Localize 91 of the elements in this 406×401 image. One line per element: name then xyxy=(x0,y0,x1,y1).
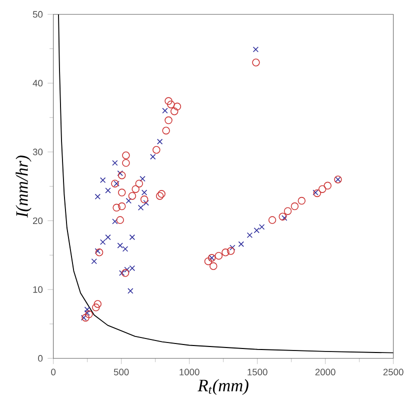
x-axis-title: R$_{t}$(mm) xyxy=(198,379,248,395)
point xyxy=(128,192,136,200)
point xyxy=(252,46,259,52)
point xyxy=(105,234,111,240)
point xyxy=(122,159,130,167)
point xyxy=(318,185,326,193)
point xyxy=(282,215,288,221)
point xyxy=(80,314,87,321)
point xyxy=(84,310,90,316)
point xyxy=(150,154,156,160)
point xyxy=(152,146,160,154)
point xyxy=(105,188,111,194)
point xyxy=(162,108,168,114)
x-tick-label: 2000 xyxy=(315,368,336,376)
point xyxy=(118,202,126,210)
point xyxy=(246,232,253,238)
point xyxy=(112,160,118,166)
y-tick-label: 20 xyxy=(33,217,43,224)
point xyxy=(112,204,120,212)
point xyxy=(94,194,101,200)
y-tick-label: 0 xyxy=(38,355,43,362)
point xyxy=(238,241,244,247)
point xyxy=(122,246,128,252)
point xyxy=(226,247,235,255)
point xyxy=(82,314,90,322)
point xyxy=(128,288,134,294)
point xyxy=(122,152,130,160)
point xyxy=(118,171,126,180)
point xyxy=(135,180,144,188)
point xyxy=(126,198,132,204)
x-tick-label: 2500 xyxy=(383,368,404,376)
point xyxy=(95,248,104,256)
point xyxy=(298,196,306,205)
y-tick-label: 10 xyxy=(33,286,43,293)
point xyxy=(164,116,172,124)
point xyxy=(156,192,164,200)
point xyxy=(117,242,123,248)
point xyxy=(140,196,148,204)
point xyxy=(324,182,332,190)
line-series xyxy=(58,14,394,354)
point xyxy=(164,97,172,105)
point xyxy=(85,310,93,318)
point xyxy=(143,200,149,206)
point xyxy=(116,216,124,224)
point xyxy=(129,234,136,240)
point xyxy=(94,248,101,254)
point xyxy=(119,270,125,276)
point xyxy=(91,258,97,264)
point xyxy=(138,204,144,211)
point xyxy=(114,180,120,186)
point xyxy=(156,138,163,144)
point xyxy=(210,262,218,270)
point xyxy=(121,269,130,277)
point xyxy=(173,102,182,110)
point xyxy=(92,304,100,312)
point xyxy=(167,100,175,108)
point xyxy=(140,176,146,182)
point xyxy=(278,212,286,220)
point xyxy=(258,224,265,230)
point xyxy=(84,306,90,312)
x-tick-label: 1500 xyxy=(248,368,268,376)
y-tick-label: 30 xyxy=(32,148,43,156)
point xyxy=(94,300,102,308)
point xyxy=(117,170,123,176)
x-tick-label: 500 xyxy=(114,368,129,376)
y-tick-label: 50 xyxy=(32,11,43,18)
y-axis-title: I(mm/hr) xyxy=(16,156,32,218)
point xyxy=(230,244,236,250)
point xyxy=(112,218,118,224)
point xyxy=(268,216,276,224)
point xyxy=(162,126,170,134)
point xyxy=(214,252,223,260)
point xyxy=(312,190,318,196)
point xyxy=(222,248,230,256)
y-tick-label: 40 xyxy=(32,80,43,86)
point xyxy=(100,239,106,245)
point xyxy=(100,177,106,183)
point xyxy=(170,107,178,116)
point xyxy=(284,207,292,215)
point xyxy=(132,185,140,193)
x-tick-label: 0 xyxy=(51,368,56,376)
x-tick-label: 1000 xyxy=(180,368,200,376)
point xyxy=(252,58,260,66)
point xyxy=(204,257,212,266)
point xyxy=(141,190,148,196)
point xyxy=(313,189,322,198)
point xyxy=(254,228,260,234)
point xyxy=(290,202,299,210)
point xyxy=(158,190,166,198)
point xyxy=(111,180,119,188)
point xyxy=(118,188,126,196)
